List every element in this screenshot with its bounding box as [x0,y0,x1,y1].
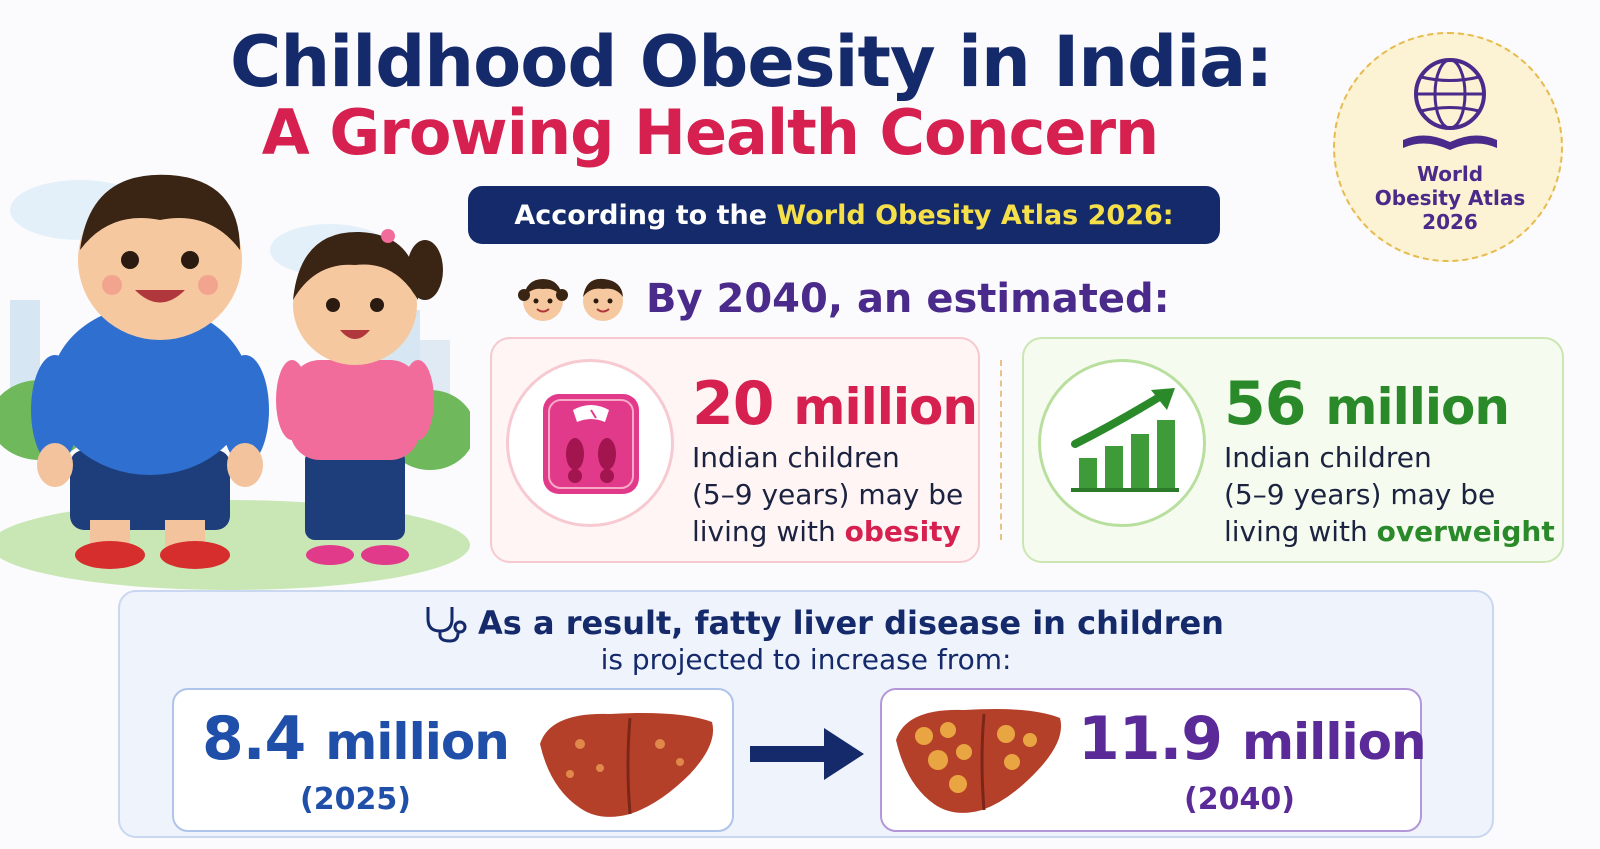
overweight-desc-line-1: Indian children [1224,441,1432,474]
badge-line-2: Obesity Atlas [1374,186,1526,210]
liver-2025-year: (2025) [300,782,411,817]
overweight-keyword: overweight [1376,515,1555,548]
banner-prefix: According to the [514,199,777,231]
liver-2025-box: 8.4 million (2025) [172,688,734,832]
page-subtitle: A Growing Health Concern [261,96,1159,169]
obesity-stat-value: 20 million [692,369,978,442]
page-title: Childhood Obesity in India: [230,21,1273,103]
children-illustration [0,174,470,590]
boy-figure [31,174,269,569]
globe-book-icon [1403,58,1497,150]
weighing-scale-icon [543,394,639,494]
boy-face-icon [583,278,623,321]
overweight-desc-line-3: living with overweight [1224,515,1555,548]
girl-face-icon [518,279,568,321]
overweight-description: Indian children (5–9 years) may be livin… [1224,439,1555,550]
source-banner: According to the World Obesity Atlas 202… [468,186,1220,244]
badge-line-3: 2026 [1422,210,1478,234]
fatty-liver-icon [896,709,1062,813]
liver-2040-year: (2040) [1184,782,1295,817]
projection-heading-text: By 2040, an estimated: [646,276,1170,322]
obesity-stat-card: 20 million Indian children (5–9 years) m… [490,337,980,563]
overweight-unit: million [1325,378,1510,436]
stethoscope-icon [426,607,467,643]
rising-bar-chart-icon [1071,388,1179,492]
overweight-desc-line-2: (5–9 years) may be [1224,478,1496,511]
liver-2025-number: 8.4 [202,704,306,774]
badge-line-1: World [1416,162,1484,186]
obesity-desc-line-2: (5–9 years) may be [692,478,964,511]
liver-2040-unit: million [1241,713,1427,771]
banner-highlight: World Obesity Atlas 2026: [776,199,1174,231]
card-divider [1000,360,1002,540]
overweight-stat-card: 56 million Indian children (5–9 years) m… [1022,337,1564,563]
liver-2025-unit: million [325,713,510,771]
overweight-stat-value: 56 million [1224,369,1510,442]
increase-arrow-icon [750,728,864,780]
obesity-description: Indian children (5–9 years) may be livin… [692,439,1022,550]
obesity-keyword: obesity [844,515,961,548]
obesity-unit: million [793,378,978,436]
girl-figure [276,229,443,565]
obesity-desc-line-1: Indian children [692,441,900,474]
obesity-number: 20 [692,369,774,439]
liver-2040-value: 11.9 million [1078,704,1427,774]
result-heading-text: As a result, fatty liver disease in chil… [478,604,1224,642]
result-subheading: is projected to increase from: [600,643,1012,676]
liver-2040-number: 11.9 [1078,704,1223,774]
projection-heading: By 2040, an estimated: [518,268,1170,330]
overweight-number: 56 [1224,369,1306,439]
world-obesity-atlas-badge: World Obesity Atlas 2026 [1333,32,1563,262]
liver-2040-box: 11.9 million (2040) [880,688,1427,832]
result-heading: As a result, fatty liver disease in chil… [424,603,1224,643]
obesity-desc-line-3: living with obesity [692,515,961,548]
liver-icon [540,713,714,817]
liver-2025-value: 8.4 million [202,704,510,774]
